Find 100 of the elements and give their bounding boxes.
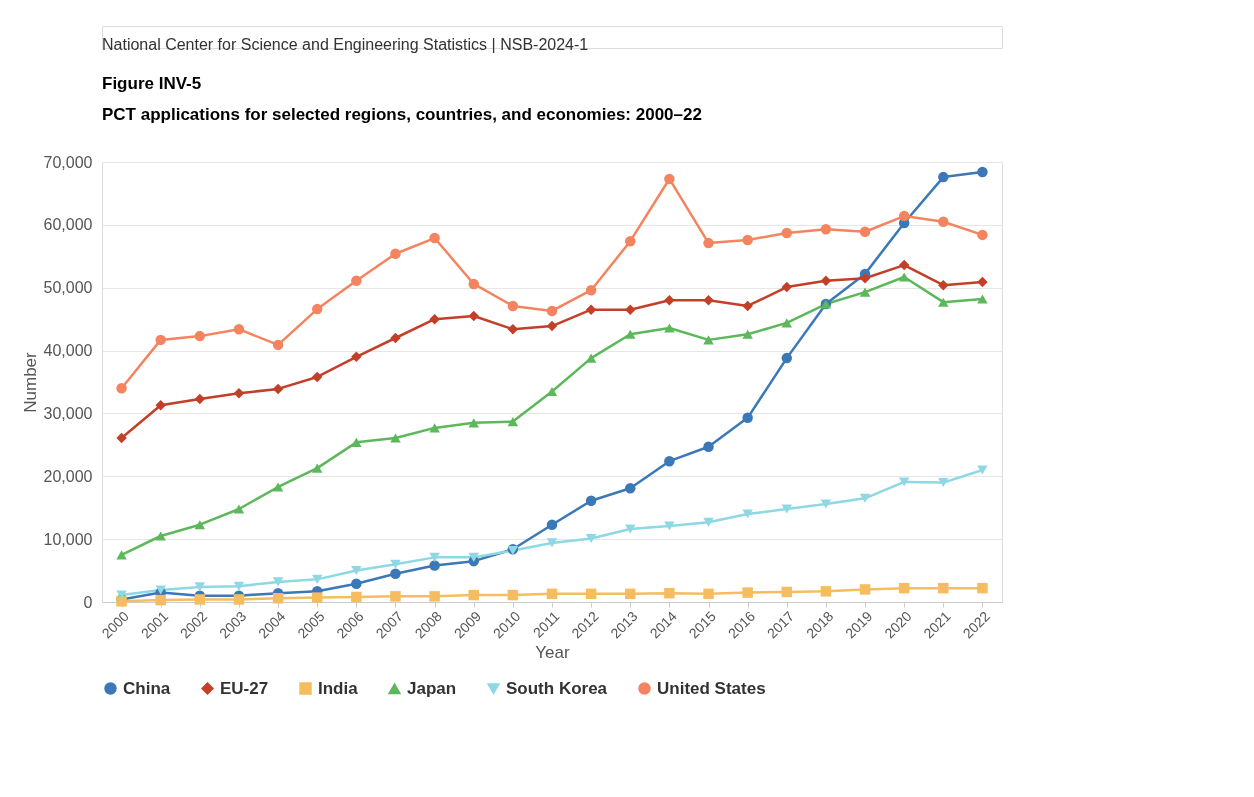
point — [898, 259, 910, 271]
point — [155, 400, 166, 411]
point — [194, 594, 206, 605]
point — [546, 588, 558, 600]
point — [703, 517, 714, 527]
point — [429, 552, 440, 562]
point — [429, 232, 440, 244]
point — [820, 224, 832, 235]
point — [311, 592, 323, 603]
point — [585, 588, 597, 600]
point — [351, 566, 362, 576]
point — [703, 588, 714, 600]
point — [585, 304, 597, 315]
point — [703, 441, 714, 452]
point — [468, 310, 479, 322]
point — [742, 300, 753, 312]
point — [272, 339, 284, 351]
point — [390, 559, 401, 569]
point — [233, 504, 245, 514]
point — [116, 383, 127, 394]
point — [898, 582, 910, 594]
point — [507, 300, 519, 312]
point — [781, 227, 793, 239]
point — [546, 320, 558, 332]
point — [507, 323, 519, 335]
point — [311, 371, 323, 383]
point — [859, 584, 871, 595]
point — [546, 538, 558, 548]
point — [977, 582, 988, 594]
point — [429, 591, 440, 602]
point — [507, 589, 519, 601]
point — [585, 495, 597, 507]
point — [390, 332, 401, 344]
y-tick-label: 0 — [83, 593, 93, 611]
point — [625, 329, 636, 339]
point — [938, 216, 949, 227]
point — [194, 520, 206, 530]
y-axis-title: Number — [20, 351, 40, 413]
point — [546, 305, 558, 317]
point — [703, 335, 714, 345]
point — [977, 166, 988, 178]
legend-label: EU-27 — [220, 678, 269, 698]
point — [664, 455, 675, 467]
point — [938, 478, 949, 488]
legend-label: China — [123, 678, 171, 698]
point — [938, 279, 949, 291]
point — [898, 477, 910, 487]
point — [468, 418, 479, 428]
point — [233, 388, 245, 399]
point — [977, 276, 988, 288]
point — [742, 329, 753, 339]
point — [194, 582, 206, 592]
point — [977, 294, 988, 304]
point — [351, 591, 362, 603]
point — [938, 171, 949, 183]
legend-label: United States — [657, 678, 766, 698]
point — [311, 463, 323, 473]
point — [859, 273, 871, 284]
chart-title: Figure INV-5 — [102, 74, 202, 93]
point — [194, 330, 206, 342]
point — [233, 323, 245, 335]
point — [351, 437, 362, 447]
point — [272, 482, 284, 492]
point — [311, 303, 323, 315]
point — [116, 432, 127, 444]
point — [898, 272, 910, 282]
point — [468, 552, 479, 562]
point — [820, 499, 832, 509]
point — [742, 234, 753, 246]
point — [625, 588, 636, 600]
point — [820, 275, 832, 287]
y-tick-label: 70,000 — [43, 153, 93, 171]
point — [938, 582, 949, 594]
point — [155, 594, 166, 606]
point — [546, 519, 558, 530]
y-tick-label: 30,000 — [43, 404, 93, 422]
point — [664, 521, 675, 531]
point — [429, 313, 440, 325]
point — [938, 297, 949, 307]
point — [859, 226, 871, 238]
point — [390, 433, 401, 443]
point — [664, 587, 675, 599]
point — [351, 578, 362, 590]
point — [859, 493, 871, 503]
point — [977, 229, 988, 241]
point — [390, 591, 401, 602]
point — [664, 173, 675, 185]
point — [781, 504, 793, 514]
x-axis-title: Year — [535, 643, 571, 663]
point — [507, 417, 519, 427]
point — [429, 423, 440, 433]
y-tick-label: 50,000 — [43, 279, 93, 297]
point — [468, 278, 479, 290]
legend-label: South Korea — [506, 678, 608, 698]
point — [742, 509, 753, 519]
point — [351, 275, 362, 287]
point — [351, 351, 362, 363]
point — [742, 587, 753, 598]
point — [703, 295, 714, 306]
point — [585, 533, 597, 544]
